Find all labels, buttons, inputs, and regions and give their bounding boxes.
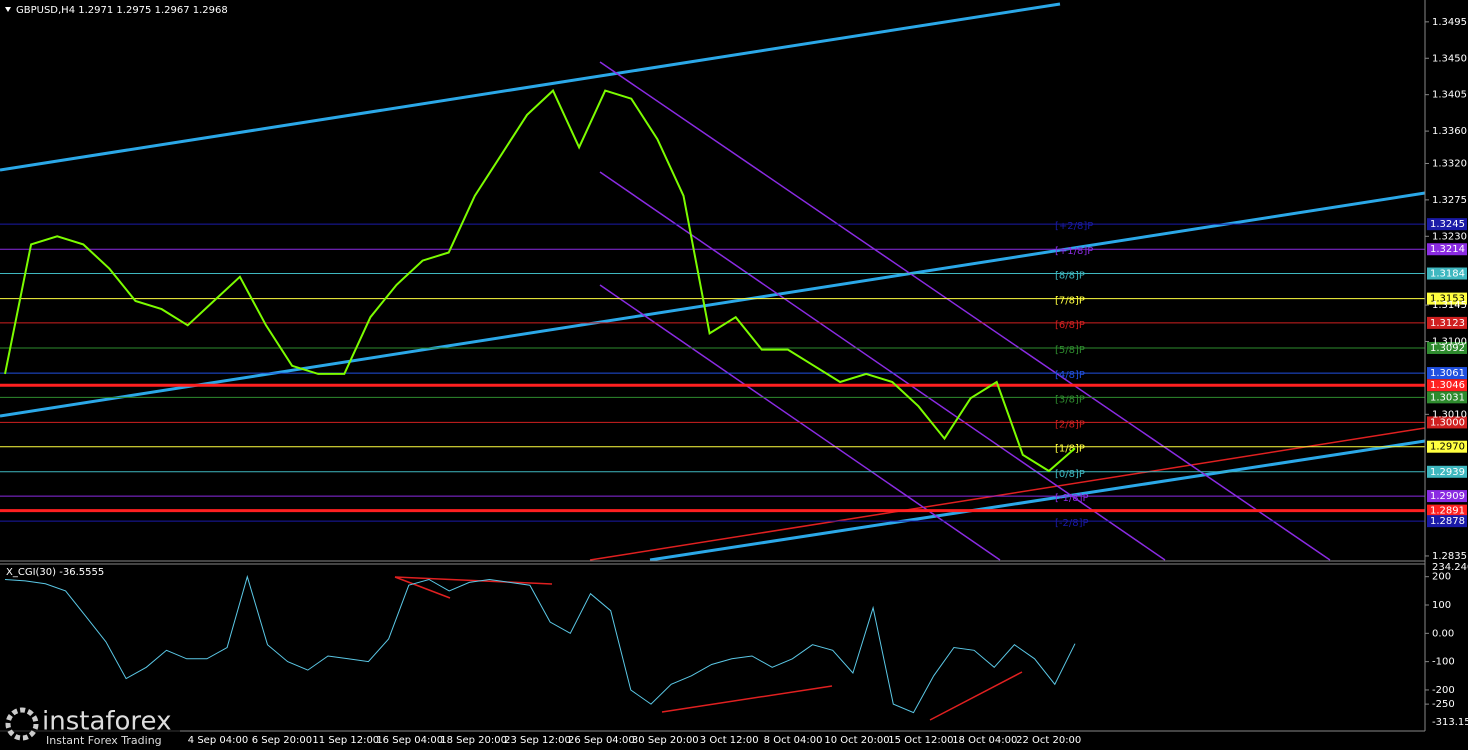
level-box bbox=[1427, 367, 1467, 380]
chart-title: GBPUSD,H4 1.2971 1.2975 1.2967 1.2968 bbox=[16, 5, 228, 16]
level-box bbox=[1427, 465, 1467, 478]
level-label: [0/8]P bbox=[1055, 469, 1085, 480]
level-price: 1.3092 bbox=[1430, 343, 1465, 354]
x-tick-label: 23 Sep 12:00 bbox=[504, 735, 571, 746]
level-box bbox=[1427, 416, 1467, 429]
indicator-title: X_CGI(30) -36.5555 bbox=[6, 567, 104, 578]
level-box bbox=[1427, 504, 1467, 517]
levels: 1.3245 [+2/8]P 1.3214 [+1/8]P 1.3184 [8/8]P 1.… bbox=[0, 218, 1467, 529]
y-tick-label: 1.3320 bbox=[1432, 158, 1467, 169]
level-box bbox=[1427, 341, 1467, 354]
level-box bbox=[1427, 243, 1467, 256]
level-label: [7/8]P bbox=[1055, 296, 1085, 307]
x-tick-label: 18 Sep 20:00 bbox=[440, 735, 507, 746]
level-price: 1.3245 bbox=[1430, 219, 1465, 230]
level-price: 1.3000 bbox=[1430, 417, 1465, 428]
level-box bbox=[1427, 267, 1467, 280]
x-tick-label: 11 Sep 12:00 bbox=[312, 735, 379, 746]
logo-name: instaforex bbox=[42, 707, 171, 737]
level-box bbox=[1427, 391, 1467, 404]
level-box bbox=[1427, 515, 1467, 528]
level-label: [8/8]P bbox=[1055, 271, 1085, 282]
y-tick-label: 100 bbox=[1432, 600, 1451, 611]
level-label: [1/8]P bbox=[1055, 444, 1085, 455]
level-label: [3/8]P bbox=[1055, 394, 1085, 405]
x-tick-label: 22 Oct 20:00 bbox=[1016, 735, 1081, 746]
x-tick-label: 6 Sep 20:00 bbox=[252, 735, 312, 746]
plot bbox=[4, 88, 1076, 714]
level-label: [-2/8]P bbox=[1055, 518, 1089, 529]
level-box bbox=[1427, 316, 1467, 329]
y-max-label: 234.2406 bbox=[1432, 562, 1468, 573]
level-box bbox=[1427, 379, 1467, 392]
logo-tagline: Instant Forex Trading bbox=[46, 734, 162, 747]
level-box bbox=[1427, 292, 1467, 305]
y-tick-label: 200 bbox=[1432, 572, 1451, 583]
level-label: [4/8]P bbox=[1055, 370, 1085, 381]
level-price: 1.2891 bbox=[1430, 506, 1465, 517]
y-tick-label: 1.3360 bbox=[1432, 126, 1467, 137]
level-price: 1.3214 bbox=[1430, 244, 1465, 255]
level-label: [6/8]P bbox=[1055, 320, 1085, 331]
x-tick-label: 10 Oct 20:00 bbox=[824, 735, 889, 746]
level-price: 1.2970 bbox=[1430, 442, 1465, 453]
level-box bbox=[1427, 440, 1467, 453]
y-tick-label: 1.3010 bbox=[1432, 409, 1467, 420]
x-tick-label: 26 Sep 04:00 bbox=[568, 735, 635, 746]
x-tick-label: 8 Oct 04:00 bbox=[764, 735, 823, 746]
level-price: 1.2939 bbox=[1430, 467, 1465, 478]
x-tick-label: 4 Sep 04:00 bbox=[188, 735, 248, 746]
level-price: 1.3061 bbox=[1430, 368, 1465, 379]
level-label: [+2/8]P bbox=[1055, 221, 1093, 232]
level-box bbox=[1427, 490, 1467, 503]
x-tick-label: 16 Sep 04:00 bbox=[376, 735, 443, 746]
level-label: [2/8]P bbox=[1055, 419, 1085, 430]
y-tick-label: -250 bbox=[1432, 699, 1455, 710]
level-label: [-1/8]P bbox=[1055, 493, 1089, 504]
series-line bbox=[4, 88, 1076, 473]
level-price: 1.2878 bbox=[1430, 516, 1465, 527]
y-tick-label: 1.3495 bbox=[1432, 17, 1467, 28]
y-tick-label: 1.3100 bbox=[1432, 337, 1467, 348]
y-tick-label: 1.2835 bbox=[1432, 551, 1467, 562]
menu-arrow bbox=[5, 7, 11, 12]
level-label: [+1/8]P bbox=[1055, 246, 1093, 257]
y-tick-label: 1.3450 bbox=[1432, 53, 1467, 64]
y-tick-label: -100 bbox=[1432, 657, 1455, 668]
y-tick-label: 1.3275 bbox=[1432, 195, 1467, 206]
level-label: [5/8]P bbox=[1055, 345, 1085, 356]
y-tick-label: -200 bbox=[1432, 685, 1455, 696]
y-tick-label: 1.3230 bbox=[1432, 231, 1467, 242]
level-box bbox=[1427, 218, 1467, 231]
x-tick-label: 3 Oct 12:00 bbox=[700, 735, 759, 746]
level-price: 1.3031 bbox=[1430, 392, 1465, 403]
x-tick-label: 18 Oct 04:00 bbox=[952, 735, 1017, 746]
x-tick-label: 15 Oct 12:00 bbox=[888, 735, 953, 746]
level-price: 1.3046 bbox=[1430, 380, 1465, 391]
y-tick-label: 0.00 bbox=[1432, 628, 1454, 639]
y-tick-label: 1.3405 bbox=[1432, 90, 1467, 101]
level-price: 1.3184 bbox=[1430, 269, 1465, 280]
series-line bbox=[4, 574, 1076, 714]
y-tick-label: 1.3145 bbox=[1432, 300, 1467, 311]
trend-lines bbox=[0, 2, 1426, 721]
y-min-label: -313.1515 bbox=[1432, 717, 1468, 728]
level-price: 1.3153 bbox=[1430, 294, 1465, 305]
watermark: instaforex Instant Forex Trading bbox=[0, 705, 180, 750]
level-price: 1.3123 bbox=[1430, 318, 1465, 329]
x-tick-label: 30 Sep 20:00 bbox=[632, 735, 699, 746]
level-price: 1.2909 bbox=[1430, 491, 1465, 502]
